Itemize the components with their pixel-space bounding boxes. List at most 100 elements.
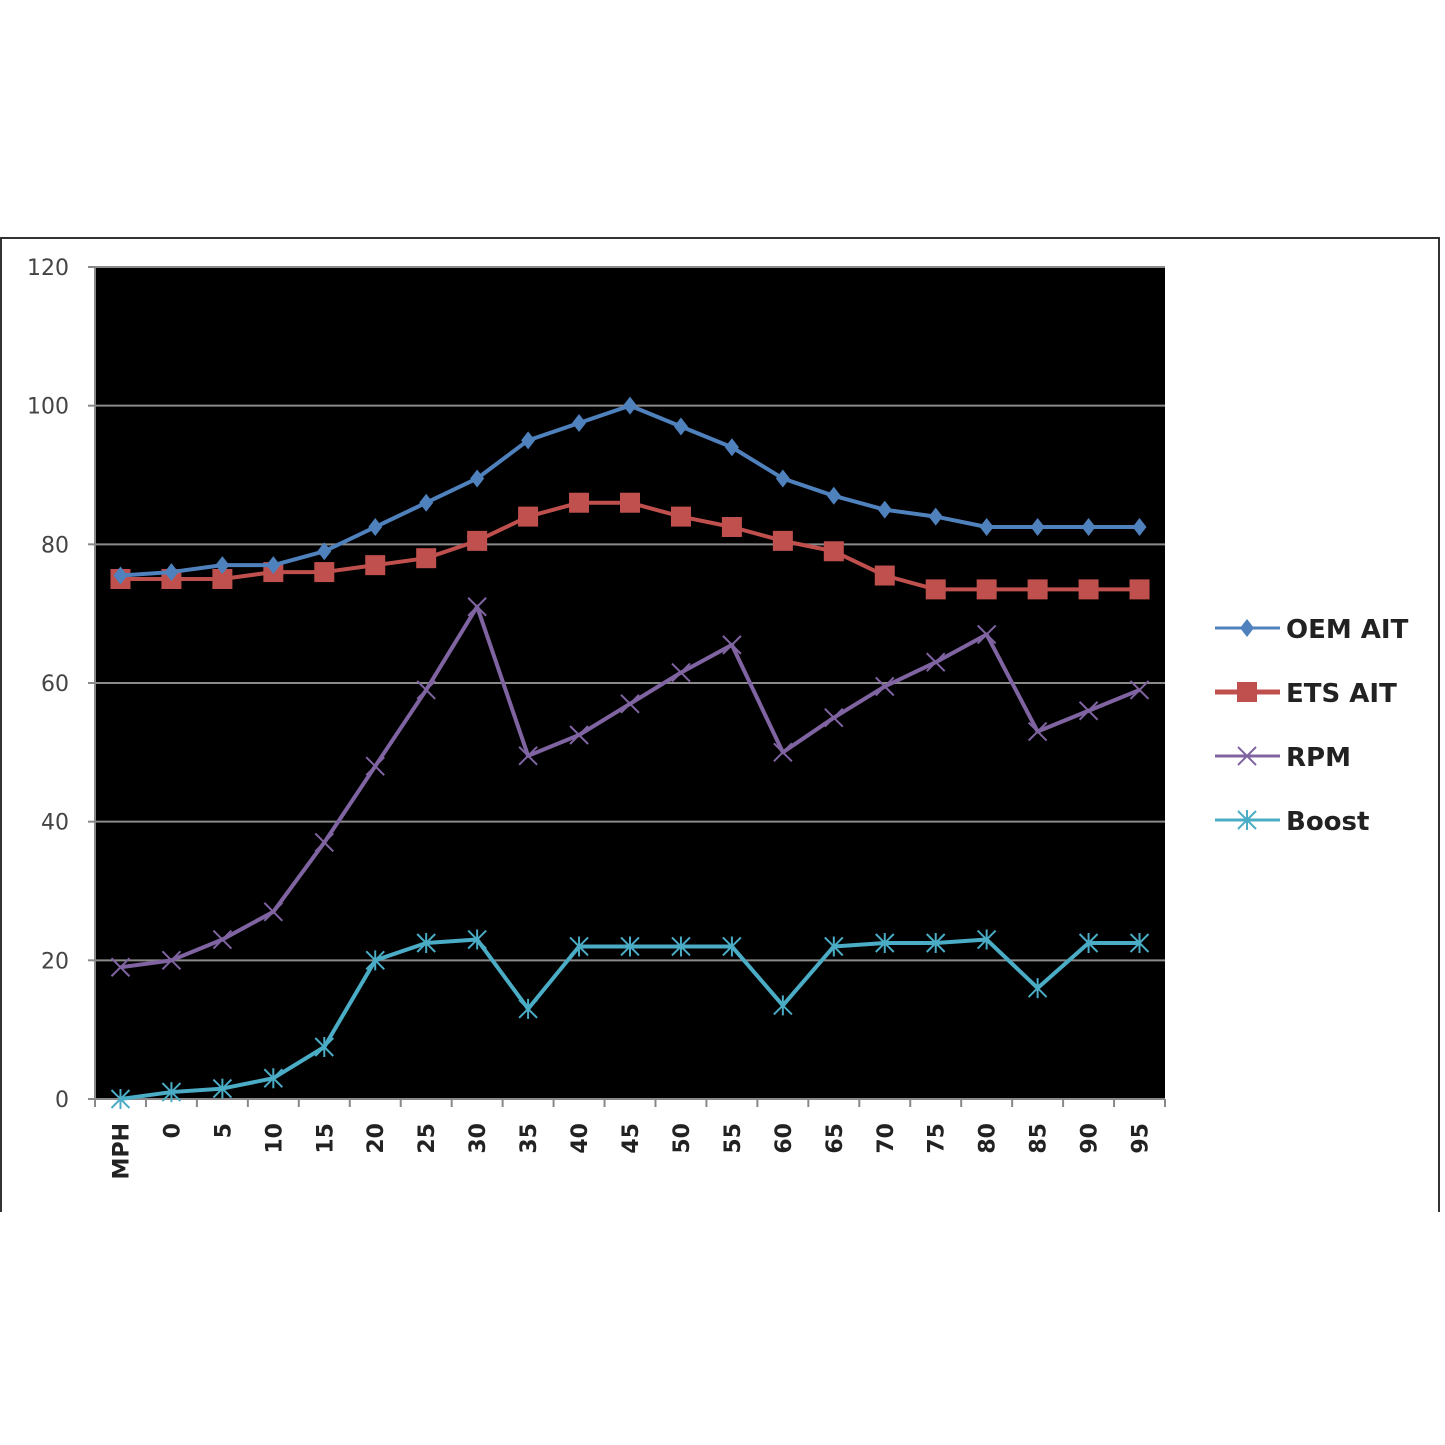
data-point-rpm <box>416 680 436 700</box>
x-tick-label: 70 <box>874 1123 899 1154</box>
data-point-oem-ait <box>1081 518 1096 536</box>
x-tick-label: MPH <box>109 1123 134 1179</box>
data-point-ets-ait <box>620 492 640 513</box>
x-tick-label: 5 <box>211 1123 236 1138</box>
data-point-rpm <box>620 694 640 714</box>
data-point-oem-ait <box>623 396 637 415</box>
data-point-rpm <box>569 725 589 745</box>
data-point-boost <box>1129 933 1150 953</box>
data-point-oem-ait <box>164 563 179 582</box>
data-point-boost <box>671 936 691 957</box>
data-point-boost <box>161 1082 182 1103</box>
x-tick-label: 90 <box>1078 1123 1103 1154</box>
data-point-rpm <box>314 832 334 853</box>
x-tick-label: 40 <box>568 1123 593 1154</box>
x-tick-label: 0 <box>160 1123 185 1138</box>
x-tick-label: 30 <box>466 1123 491 1154</box>
data-point-oem-ait <box>113 566 128 585</box>
data-point-ets-ait <box>823 541 844 562</box>
data-point-rpm <box>722 635 742 655</box>
data-point-rpm <box>161 950 182 971</box>
legend-marker-boost <box>1237 810 1257 830</box>
data-point-rpm <box>1027 721 1048 742</box>
legend-label-rpm: RPM <box>1286 743 1351 773</box>
y-tick-label: 100 <box>27 395 69 420</box>
legend-label-oem-ait: OEM AIT <box>1286 615 1409 645</box>
data-point-ets-ait <box>874 565 895 586</box>
data-point-oem-ait <box>572 414 587 432</box>
data-point-oem-ait <box>521 431 536 450</box>
data-point-ets-ait <box>1078 579 1099 600</box>
data-point-oem-ait <box>775 469 790 488</box>
x-tick-label: 15 <box>313 1123 338 1154</box>
data-point-rpm <box>212 929 233 950</box>
legend-marker-oem-ait <box>1240 619 1254 637</box>
data-point-rpm <box>824 707 844 728</box>
data-point-oem-ait <box>877 500 892 519</box>
data-point-boost <box>620 936 640 957</box>
y-tick-label: 20 <box>41 949 69 974</box>
data-point-rpm <box>773 742 793 763</box>
data-point-ets-ait <box>1027 579 1048 600</box>
data-point-oem-ait <box>979 518 994 536</box>
x-tick-label: 95 <box>1129 1123 1154 1154</box>
x-tick-label: 65 <box>823 1123 848 1154</box>
data-point-ets-ait <box>467 530 488 551</box>
data-point-boost <box>518 998 538 1019</box>
x-tick-label: 50 <box>670 1123 695 1154</box>
x-tick-label: 55 <box>721 1123 746 1154</box>
data-point-ets-ait <box>314 562 335 583</box>
data-point-boost <box>263 1068 284 1089</box>
legend-marker-rpm <box>1237 746 1257 766</box>
data-point-boost <box>976 929 997 950</box>
data-point-rpm <box>1078 701 1099 721</box>
y-tick-label: 120 <box>27 256 69 281</box>
x-tick-label: 25 <box>415 1123 440 1154</box>
data-point-oem-ait <box>928 507 943 526</box>
data-point-boost <box>569 936 589 957</box>
data-point-boost <box>926 933 946 953</box>
data-point-oem-ait <box>419 493 434 512</box>
data-point-ets-ait <box>416 548 437 569</box>
data-point-rpm <box>926 652 946 672</box>
y-tick-label: 60 <box>41 672 69 697</box>
x-tick-label: 75 <box>925 1123 950 1154</box>
data-point-rpm <box>1129 680 1150 700</box>
x-tick-label: 85 <box>1027 1123 1052 1154</box>
y-tick-label: 0 <box>55 1088 69 1113</box>
y-tick-label: 40 <box>41 811 69 836</box>
data-point-boost <box>773 995 793 1016</box>
data-point-rpm <box>518 746 538 766</box>
data-point-boost <box>110 1089 131 1109</box>
data-point-ets-ait <box>569 492 590 513</box>
data-point-ets-ait <box>721 517 742 537</box>
x-tick-label: 20 <box>364 1123 389 1154</box>
data-point-rpm <box>875 676 895 697</box>
data-point-oem-ait <box>1132 518 1147 536</box>
x-tick-label: 45 <box>619 1123 644 1154</box>
data-point-oem-ait <box>317 542 332 561</box>
data-point-rpm <box>263 902 284 922</box>
data-point-rpm <box>110 957 131 977</box>
data-point-boost <box>467 929 487 950</box>
data-point-rpm <box>671 662 691 683</box>
x-tick-label: 80 <box>976 1123 1001 1154</box>
data-point-oem-ait <box>724 438 739 457</box>
data-point-rpm <box>467 597 487 617</box>
legend-label-ets-ait: ETS AIT <box>1286 679 1397 709</box>
data-point-ets-ait <box>212 569 233 589</box>
x-tick-label: 60 <box>772 1123 797 1154</box>
data-point-ets-ait <box>976 579 997 600</box>
data-point-boost <box>1027 978 1048 999</box>
data-point-oem-ait <box>1030 518 1045 536</box>
data-point-rpm <box>365 756 385 776</box>
data-point-oem-ait <box>826 486 841 505</box>
data-point-oem-ait <box>673 417 688 436</box>
data-point-oem-ait <box>266 556 281 575</box>
data-point-boost <box>365 950 385 971</box>
legend-label-boost: Boost <box>1286 807 1369 837</box>
data-point-rpm <box>976 624 997 645</box>
data-point-ets-ait <box>518 506 539 527</box>
data-point-boost <box>416 933 436 953</box>
